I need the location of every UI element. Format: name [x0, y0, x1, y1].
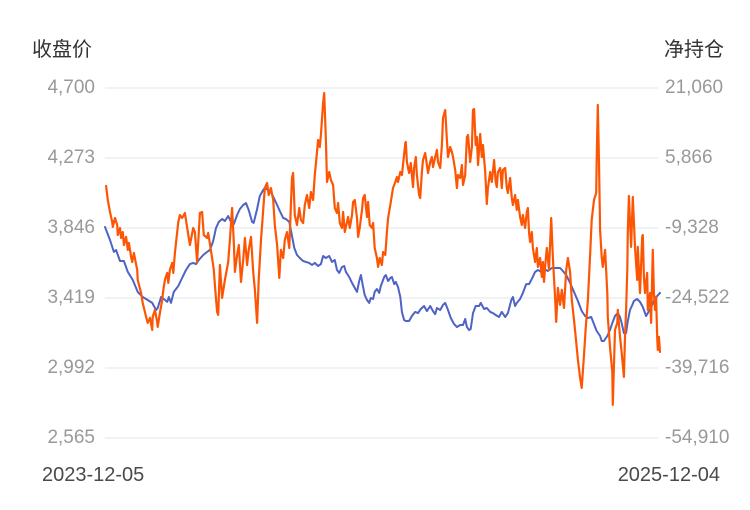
- left-axis-tick: 4,273: [47, 147, 95, 168]
- right-axis-tick: -54,910: [665, 427, 730, 448]
- left-axis-tick: 3,419: [47, 287, 95, 308]
- net-position-line: [104, 91, 662, 406]
- left-axis-tick: 4,700: [47, 77, 95, 98]
- right-axis-tick: 5,866: [665, 147, 713, 168]
- left-axis-tick: 3,846: [47, 217, 95, 238]
- left-axis-tick: 2,565: [47, 427, 95, 448]
- right-axis-tick: -24,522: [665, 287, 730, 308]
- right-axis-tick: -39,716: [665, 357, 730, 378]
- left-axis-title: 收盘价: [32, 39, 92, 61]
- right-axis-tick: 21,060: [665, 77, 724, 98]
- right-axis-title: 净持仓: [664, 39, 724, 61]
- x-axis-start-date: 2023-12-05: [42, 464, 145, 486]
- x-axis-end-date: 2025-12-04: [617, 464, 720, 486]
- left-axis-tick: 2,992: [47, 357, 95, 378]
- right-axis-tick: -9,328: [665, 217, 719, 238]
